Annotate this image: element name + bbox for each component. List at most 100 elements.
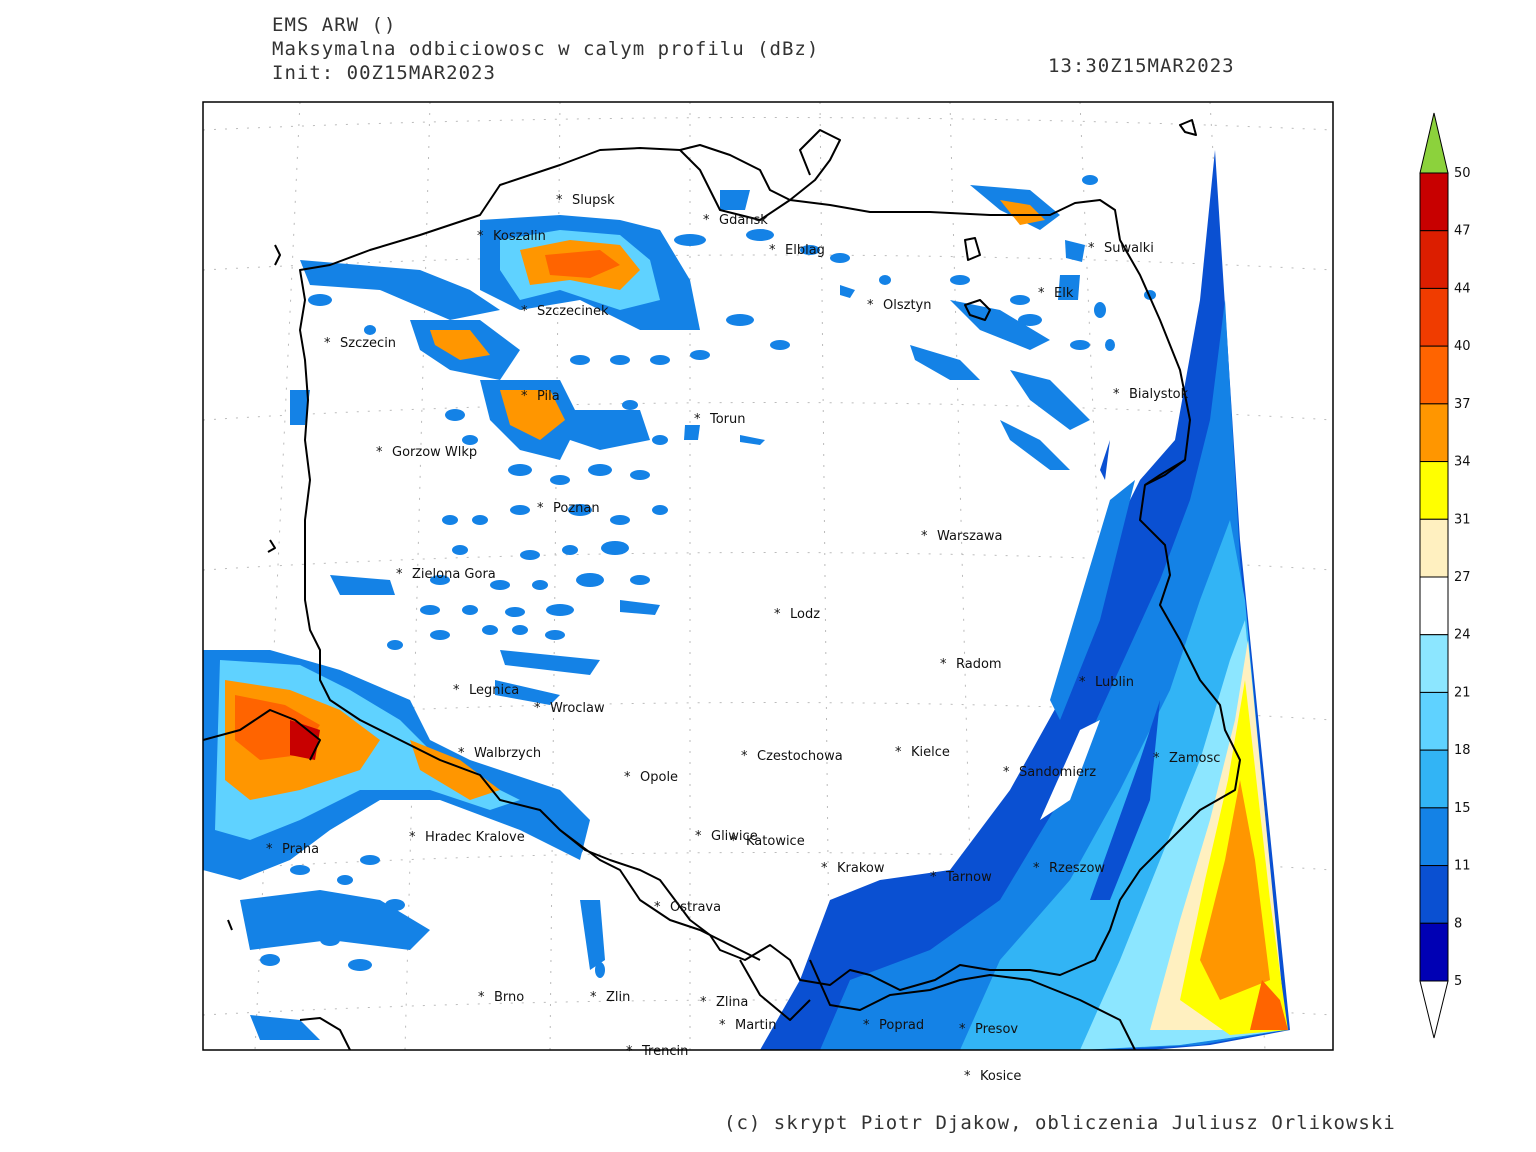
svg-text:Koszalin: Koszalin — [493, 229, 546, 244]
city-opole: * Opole — [624, 770, 678, 785]
svg-text:*: * — [821, 861, 828, 876]
city-elblag: * Elblag — [769, 243, 825, 258]
city-wroclaw: * Wroclaw — [534, 701, 605, 716]
city-praha: * Praha — [266, 842, 319, 857]
city-pila: * Pila — [521, 389, 560, 404]
svg-text:Opole: Opole — [640, 770, 678, 785]
city-kielce: * Kielce — [895, 745, 950, 760]
svg-text:*: * — [774, 607, 781, 622]
svg-text:Rzeszow: Rzeszow — [1049, 861, 1105, 876]
svg-text:*: * — [703, 213, 710, 228]
svg-text:*: * — [458, 746, 465, 761]
svg-text:Lodz: Lodz — [790, 607, 820, 622]
svg-text:*: * — [863, 1018, 870, 1033]
map-content: * Slupsk * Koszalin * Gdansk * Elblag * Szcze… — [203, 102, 1333, 1050]
svg-text:*: * — [624, 770, 631, 785]
svg-text:Elblag: Elblag — [785, 243, 825, 258]
colorbar-bin — [1419, 230, 1449, 289]
svg-text:Gorzow Wlkp: Gorzow Wlkp — [392, 445, 477, 460]
city-suwalki: * Suwalki — [1088, 241, 1154, 256]
svg-text:*: * — [867, 298, 874, 313]
svg-text:Olsztyn: Olsztyn — [883, 298, 931, 313]
svg-text:*: * — [409, 830, 416, 845]
city-torun: * Torun — [694, 412, 746, 427]
city-zielona-gora: * Zielona Gora — [396, 567, 496, 582]
colorbar-level-label: 8 — [1454, 916, 1462, 931]
city-olsztyn: * Olsztyn — [867, 298, 931, 313]
city-kosice: * Kosice — [964, 1069, 1021, 1084]
city-warszawa: * Warszawa — [921, 529, 1003, 544]
svg-text:Krakow: Krakow — [837, 861, 885, 876]
svg-text:*: * — [534, 701, 541, 716]
svg-text:*: * — [730, 834, 737, 849]
svg-text:*: * — [266, 842, 273, 857]
svg-text:Warszawa: Warszawa — [937, 529, 1003, 544]
colorbar-level-label: 21 — [1454, 685, 1471, 700]
svg-text:*: * — [1088, 241, 1095, 256]
colorbar-level-label: 18 — [1454, 743, 1471, 758]
colorbar-bin — [1419, 461, 1449, 520]
colorbar-level-label: 11 — [1454, 859, 1471, 874]
svg-text:Torun: Torun — [709, 412, 746, 427]
svg-text:*: * — [1079, 675, 1086, 690]
svg-text:Pila: Pila — [537, 389, 560, 404]
colorbar-bin — [1419, 518, 1449, 578]
colorbar-bin — [1419, 576, 1449, 636]
svg-text:*: * — [1003, 765, 1010, 780]
map-frame — [202, 101, 1334, 1051]
svg-text:Presov: Presov — [975, 1022, 1018, 1037]
svg-text:Tarnow: Tarnow — [945, 870, 992, 885]
city-zlin: * Zlin — [590, 990, 630, 1005]
svg-text:Slupsk: Slupsk — [572, 193, 615, 208]
valid-time: 13:30Z15MAR2023 — [1048, 55, 1235, 77]
colorbar-level-label: 27 — [1454, 570, 1471, 585]
city-radom: * Radom — [940, 657, 1002, 672]
svg-text:*: * — [1033, 861, 1040, 876]
svg-text:*: * — [477, 229, 484, 244]
init-time: Init: 00Z15MAR2023 — [272, 62, 496, 84]
svg-text:*: * — [694, 412, 701, 427]
svg-text:*: * — [719, 1018, 726, 1033]
svg-text:Bialystok: Bialystok — [1129, 387, 1189, 402]
city-tarnow: * Tarnow — [930, 870, 992, 885]
svg-text:Katowice: Katowice — [746, 834, 805, 849]
svg-text:Zlin: Zlin — [606, 990, 630, 1005]
city-gliwice: * Gliwice — [695, 829, 758, 844]
colorbar-bin — [1419, 691, 1449, 751]
city-trencin: * Trencin — [626, 1044, 688, 1059]
svg-text:*: * — [590, 990, 597, 1005]
svg-text:Elk: Elk — [1054, 286, 1074, 301]
city-gdansk: * Gdansk — [703, 213, 768, 228]
city-koszalin: * Koszalin — [477, 229, 546, 244]
colorbar-level-label: 44 — [1454, 281, 1471, 296]
colorbar-bin — [1419, 807, 1449, 867]
colorbar-level-label: 40 — [1454, 339, 1471, 354]
colorbar-bin — [1419, 403, 1449, 463]
svg-text:Czestochowa: Czestochowa — [757, 749, 843, 764]
city-martin: * Martin — [719, 1018, 776, 1033]
svg-text:*: * — [396, 567, 403, 582]
colorbar-level-label: 50 — [1454, 166, 1471, 181]
colorbar: 50 47 44 40 37 34 31 27 24 21 18 15 11 8 5 — [1419, 112, 1471, 1039]
credit-line: (c) skrypt Piotr Djakow, obliczenia Juli… — [724, 1112, 1396, 1134]
city-hradec-kralove: * Hradec Kralove — [409, 830, 525, 845]
svg-text:Wroclaw: Wroclaw — [550, 701, 605, 716]
city-presov: * Presov — [959, 1022, 1018, 1037]
svg-text:*: * — [376, 445, 383, 460]
svg-text:*: * — [1153, 751, 1160, 766]
colorbar-level-label: 5 — [1454, 974, 1462, 989]
svg-text:*: * — [521, 389, 528, 404]
city-sandomierz: * Sandomierz — [1003, 765, 1096, 780]
colorbar-under-triangle — [1419, 980, 1449, 1039]
city-krakow: * Krakow — [821, 861, 885, 876]
svg-text:Zielona Gora: Zielona Gora — [412, 567, 496, 582]
model-title: EMS ARW () — [272, 14, 397, 36]
city-bialystok: * Bialystok — [1113, 387, 1189, 402]
colorbar-bins — [1419, 172, 1449, 982]
city-zlina: * Zlina — [700, 995, 748, 1010]
svg-text:*: * — [895, 745, 902, 760]
colorbar-over-triangle — [1419, 112, 1449, 174]
svg-text:Sandomierz: Sandomierz — [1019, 765, 1096, 780]
city-szczecinek: * Szczecinek — [521, 304, 609, 319]
